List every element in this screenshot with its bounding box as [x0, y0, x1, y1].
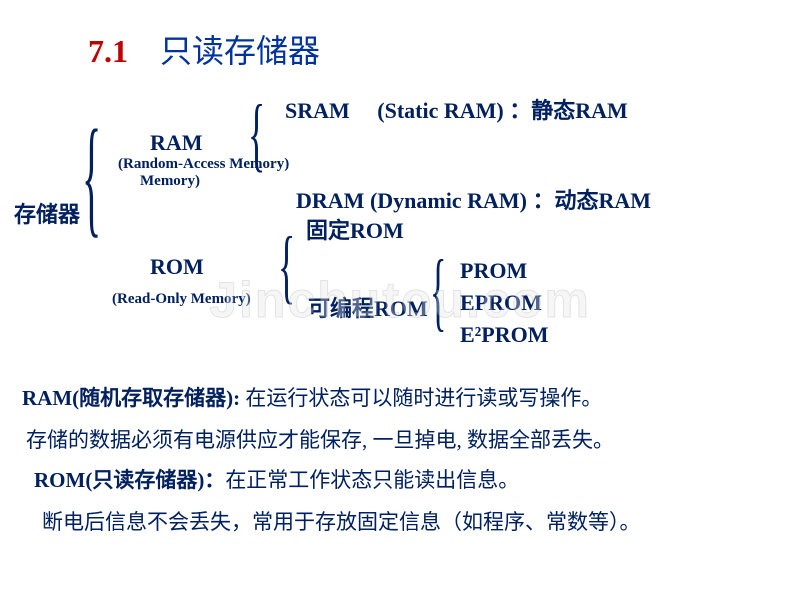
para-1-bold: RAM(随机存取存储器):	[22, 386, 240, 410]
node-sram: SRAM (Static RAM) ：静态RAM	[285, 98, 628, 124]
dram-zh: ：动态RAM	[532, 188, 651, 213]
para-4: 断电后信息不会丢失，常用于存放固定信息（如程序、常数等）。	[42, 510, 641, 535]
brace-prog: {	[430, 245, 446, 344]
heading-number: 7.1	[88, 32, 128, 70]
node-rom: ROM	[150, 254, 204, 280]
node-rom-sub: (Read-Only Memory)	[112, 290, 251, 308]
brace-root: {	[82, 98, 101, 253]
para-1: RAM(随机存取存储器): 在运行状态可以随时进行读或写操作。	[22, 386, 602, 411]
node-ram-sub2: Memory)	[140, 172, 200, 190]
sram-paren: (Static RAM)	[377, 98, 503, 123]
para-3: ROM(只读存储器)：在正常工作状态只能读出信息。	[34, 468, 519, 493]
para-3-rest: 在正常工作状态只能读出信息。	[225, 468, 519, 492]
brace-rom: {	[278, 218, 295, 315]
heading-title: 只读存储器	[160, 32, 320, 70]
stage: 7.1 只读存储器 存储器 { RAM (Random-Access Memor…	[0, 0, 800, 600]
sram-zh: ：静态RAM	[509, 98, 628, 123]
sram-en: SRAM	[285, 98, 350, 123]
node-prog-rom: 可编程ROM	[308, 296, 428, 322]
dram-paren: (Dynamic RAM)	[370, 188, 527, 213]
para-2-rest: 存储的数据必须有电源供应才能保存, 一旦掉电, 数据全部丢失。	[26, 428, 614, 452]
node-e2prom: E²PROM	[460, 322, 548, 348]
para-3-bold: ROM(只读存储器)：	[34, 468, 225, 492]
node-prom: PROM	[460, 258, 527, 284]
brace-ram: {	[248, 86, 265, 183]
dram-en: DRAM	[296, 188, 364, 213]
node-dram: DRAM (Dynamic RAM) ：动态RAM	[296, 188, 651, 214]
para-2: 存储的数据必须有电源供应才能保存, 一旦掉电, 数据全部丢失。	[26, 428, 614, 453]
para-1-rest: 在运行状态可以随时进行读或写操作。	[240, 386, 602, 410]
node-fixed-rom: 固定ROM	[306, 218, 404, 244]
para-4-rest: 断电后信息不会丢失，常用于存放固定信息（如程序、常数等）。	[42, 510, 641, 534]
node-ram: RAM	[150, 130, 203, 156]
node-eprom: EPROM	[460, 290, 542, 316]
node-root: 存储器	[14, 202, 80, 228]
